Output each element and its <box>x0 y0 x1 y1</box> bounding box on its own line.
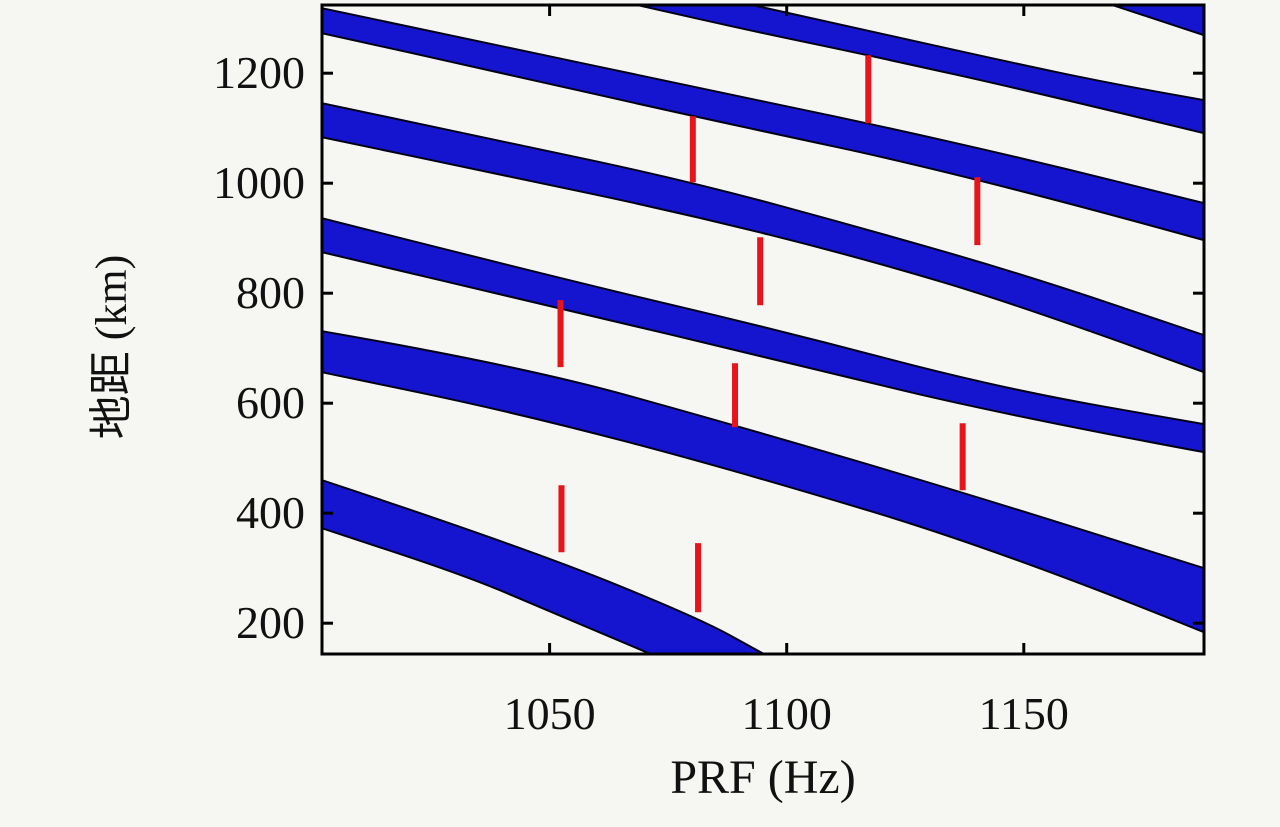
x-axis-title: PRF (Hz) <box>670 751 856 804</box>
y-tick-label-1000: 1000 <box>213 157 305 209</box>
blind-range-band-1 <box>1112 5 1204 37</box>
x-tick-label-1150: 1150 <box>978 688 1069 739</box>
y-tick-label-1200: 1200 <box>213 47 305 99</box>
blind-range-band-7 <box>322 479 765 654</box>
y-tick-label-400: 400 <box>236 487 305 539</box>
blind-range-band-2 <box>637 5 1204 135</box>
x-tick-label-1100: 1100 <box>741 688 832 739</box>
x-tick-label-1050: 1050 <box>503 688 596 739</box>
blind-range-band-4 <box>322 102 1204 374</box>
blind-range-band-6 <box>322 330 1204 634</box>
blind-range-band-3 <box>322 7 1204 242</box>
y-tick-label-600: 600 <box>236 377 305 429</box>
plot-frame <box>320 3 1206 656</box>
y-tick-label-800: 800 <box>236 267 305 319</box>
y-tick-label-200: 200 <box>236 597 305 649</box>
blind-range-band-5 <box>322 217 1204 454</box>
